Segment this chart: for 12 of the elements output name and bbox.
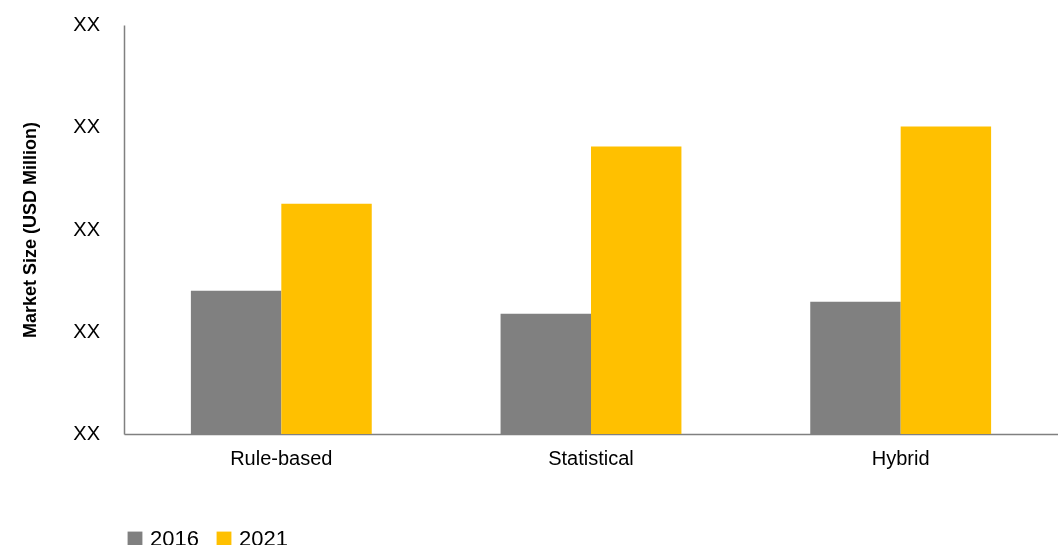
- bar: [281, 203, 372, 434]
- x-tick-label: Hybrid: [871, 446, 930, 469]
- text: XX: [73, 115, 100, 138]
- text: XX: [73, 217, 100, 240]
- bar: [591, 146, 682, 434]
- x-tick-label: Rule-based: [230, 446, 333, 469]
- bar: [900, 126, 992, 434]
- x-tick-label: Statistical: [548, 446, 634, 469]
- y-axis-title: Market Size (USD Million): [19, 121, 40, 339]
- text: XX: [73, 13, 100, 35]
- text: XX: [73, 319, 100, 342]
- text: XX: [73, 422, 100, 444]
